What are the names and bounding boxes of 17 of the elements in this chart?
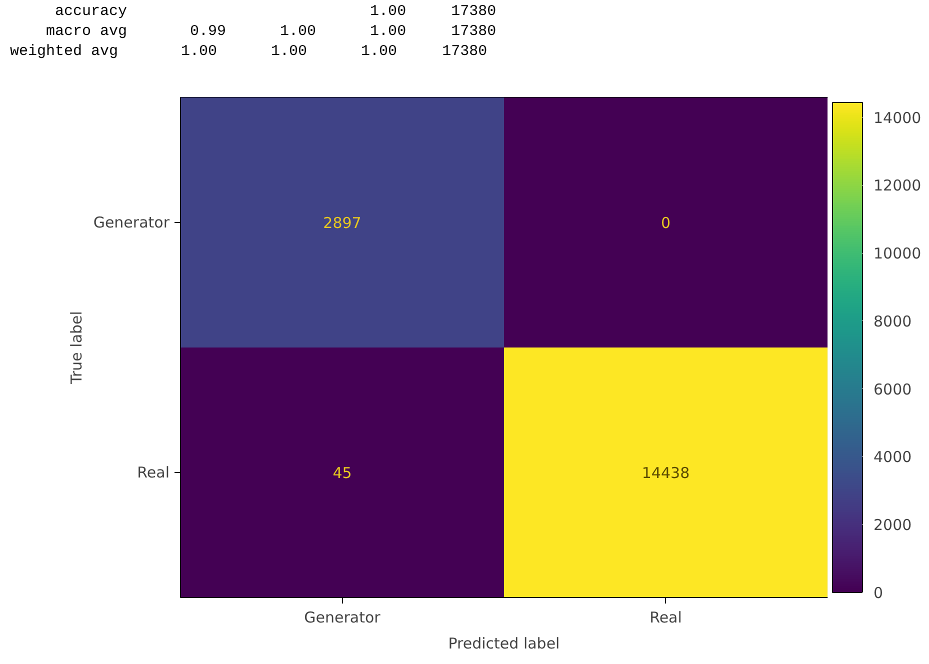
- text: macro avg 0.99 1.00 1.00 17380: [46, 23, 496, 40]
- color-bar-label: 8000: [874, 312, 912, 330]
- color-bar-label: 4000: [874, 448, 912, 466]
- color-bar-label: 0: [874, 584, 884, 602]
- data-label: 45: [332, 464, 352, 482]
- color-bar-label: 12000: [874, 176, 922, 195]
- color-bar-label: 6000: [874, 380, 912, 398]
- color-bar-label: 14000: [874, 108, 922, 127]
- data-label: 0: [660, 214, 671, 232]
- y-axis-title: True label: [67, 311, 86, 385]
- text: weighted avg 1.00 1.00 1.00 17380: [10, 43, 488, 60]
- x-axis-title: Predicted label: [448, 634, 560, 652]
- text: accuracy 1.00 17380: [55, 3, 496, 20]
- color-bar-label: 2000: [874, 516, 912, 534]
- data-label: 2897: [323, 214, 362, 232]
- data-label: 14438: [642, 464, 690, 482]
- color-bar-label: 10000: [874, 244, 922, 263]
